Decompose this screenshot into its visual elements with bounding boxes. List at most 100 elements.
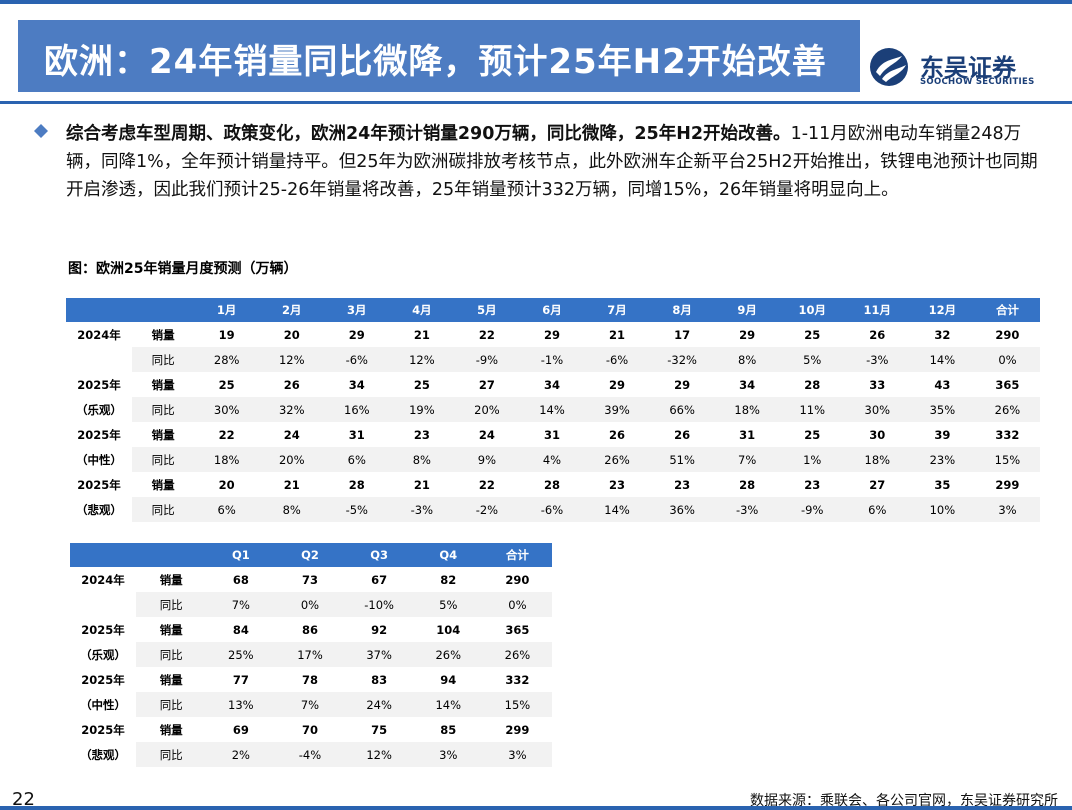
metric-label: 同比: [136, 592, 207, 617]
quarterly-table-header: Q1 Q2 Q3 Q4 合计: [70, 543, 552, 567]
table-cell: 34: [543, 377, 560, 392]
metric-label: 同比: [132, 497, 195, 522]
scenario-label: （乐观）: [80, 647, 127, 662]
table-cell: 25: [413, 377, 430, 392]
company-logo: 东吴证券 SOOCHOW SECURITIES: [868, 46, 1048, 90]
table-cell: 22: [478, 477, 495, 492]
table-cell: 84: [232, 622, 249, 637]
table-cell: 4%: [519, 447, 585, 472]
table-cell: 70: [301, 722, 318, 737]
summary-highlight: 综合考虑车型周期、政策变化，欧洲24年预计销量290万辆，同比微降，25年H2开…: [66, 124, 791, 144]
table-cell: 365: [505, 622, 530, 637]
table-cell: 68: [232, 572, 249, 587]
table-cell: 29: [609, 377, 626, 392]
table-cell: 26: [674, 427, 691, 442]
column-header: 5月: [454, 298, 520, 322]
table-cell: -3%: [714, 497, 780, 522]
top-accent-line: [0, 0, 1072, 4]
table-cell: -3%: [844, 347, 910, 372]
column-header: 6月: [519, 298, 585, 322]
table-cell: 15%: [974, 447, 1040, 472]
table-cell: 17%: [275, 642, 345, 667]
column-header: Q4: [413, 543, 483, 567]
yoy-row: （悲观） 同比 6% 8% -5% -3% -2% -6% 14% 36% -3% -9% 6% 10% 3…: [66, 497, 1040, 522]
table-cell: 10%: [909, 497, 975, 522]
column-header: 9月: [714, 298, 780, 322]
soochow-logo-icon: [870, 48, 908, 86]
table-cell: 29: [543, 327, 560, 342]
table-cell: 31: [543, 427, 560, 442]
table-cell: 11%: [779, 397, 845, 422]
table-cell: 3%: [974, 497, 1040, 522]
table-cell: 0%: [275, 592, 345, 617]
scenario-label: 2024年: [77, 327, 121, 342]
table-cell: 25%: [206, 642, 276, 667]
metric-label: 同比: [136, 642, 207, 667]
table-cell: 27: [478, 377, 495, 392]
sales-row: 2024年 销量 19 20 29 21 22 29 21 17 29 25 26 32 290: [66, 322, 1040, 347]
metric-label: 同比: [132, 447, 195, 472]
table-cell: 26%: [413, 642, 483, 667]
sales-row: 2025年 销量 84 86 92 104 365: [70, 617, 552, 642]
metric-label: 销量: [151, 327, 175, 342]
sales-row: 2025年 销量 25 26 34 25 27 34 29 29 34 28 33 43 365: [66, 372, 1040, 397]
table-cell: 6%: [324, 447, 390, 472]
sales-row: 2024年 销量 68 73 67 82 290: [70, 567, 552, 592]
table-cell: 31: [739, 427, 756, 442]
column-header: 8月: [649, 298, 715, 322]
table-cell: 8%: [389, 447, 455, 472]
sales-row: 2025年 销量 77 78 83 94 332: [70, 667, 552, 692]
table-cell: 35%: [909, 397, 975, 422]
scenario-label: 2025年: [77, 427, 121, 442]
table-cell: 24%: [344, 692, 414, 717]
scenario-label: 2025年: [77, 477, 121, 492]
table-cell: 24: [478, 427, 495, 442]
yoy-row: 同比 28% 12% -6% 12% -9% -1% -6% -32% 8% 5% -3% 14% 0%: [66, 347, 1040, 372]
table-cell: -4%: [275, 742, 345, 767]
table-cell: 8%: [714, 347, 780, 372]
column-header: 2月: [259, 298, 325, 322]
quarterly-forecast-table: Q1 Q2 Q3 Q4 合计 2024年 销量 68 73 67 82 290 同比 7% 0% -10% 5…: [70, 543, 552, 767]
table-cell: 2%: [206, 742, 276, 767]
scenario-label: （悲观）: [76, 502, 123, 517]
table-cell: 299: [995, 477, 1020, 492]
table-cell: 36%: [649, 497, 715, 522]
column-header: 1月: [194, 298, 260, 322]
table-cell: 39: [934, 427, 951, 442]
table-cell: 0%: [482, 592, 552, 617]
table-cell: 5%: [779, 347, 845, 372]
table-cell: 27: [869, 477, 886, 492]
table-cell: -6%: [584, 347, 650, 372]
column-header: [66, 298, 133, 322]
table-cell: 7%: [206, 592, 276, 617]
column-header: 合计: [974, 298, 1040, 322]
column-header: 10月: [779, 298, 845, 322]
table-cell: 22: [478, 327, 495, 342]
table-cell: 51%: [649, 447, 715, 472]
scenario-label: （乐观）: [76, 402, 123, 417]
table-cell: -32%: [649, 347, 715, 372]
table-cell: 34: [739, 377, 756, 392]
table-cell: 14%: [584, 497, 650, 522]
table-cell: 23: [674, 477, 691, 492]
table-cell: 0%: [974, 347, 1040, 372]
scenario-label: （中性）: [76, 452, 123, 467]
table-cell: 31: [348, 427, 365, 442]
table-cell: 16%: [324, 397, 390, 422]
column-header: Q1: [206, 543, 276, 567]
table-cell: 15%: [482, 692, 552, 717]
table-cell: 14%: [519, 397, 585, 422]
table-cell: 6%: [194, 497, 260, 522]
page-title: 欧洲：24年销量同比微降，预计25年H2开始改善: [44, 42, 827, 82]
summary-paragraph: 综合考虑车型周期、政策变化，欧洲24年预计销量290万辆，同比微降，25年H2开…: [66, 120, 1051, 204]
diamond-bullet-icon: [34, 124, 48, 138]
table-cell: 82: [440, 572, 457, 587]
column-header: 4月: [389, 298, 455, 322]
table-cell: 30%: [194, 397, 260, 422]
sales-row: 2025年 销量 20 21 28 21 22 28 23 23 28 23 27 35 299: [66, 472, 1040, 497]
title-banner: 欧洲：24年销量同比微降，预计25年H2开始改善: [18, 20, 860, 92]
table-cell: -9%: [779, 497, 845, 522]
table-cell: 92: [371, 622, 388, 637]
table-cell: -3%: [389, 497, 455, 522]
table-cell: 30%: [844, 397, 910, 422]
